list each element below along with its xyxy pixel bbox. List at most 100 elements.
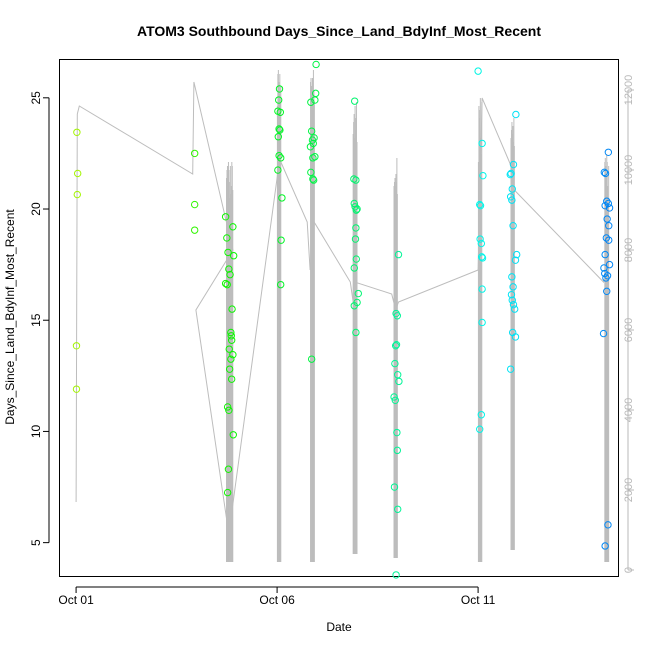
data-point <box>601 201 609 210</box>
data-point <box>226 270 234 279</box>
plot-frame <box>59 59 619 577</box>
data-point <box>511 333 520 341</box>
data-point <box>224 248 232 257</box>
data-point <box>275 125 283 133</box>
data-point <box>605 221 613 230</box>
data-point <box>227 328 235 337</box>
data-point <box>354 289 362 298</box>
data-point <box>277 154 285 162</box>
data-point <box>474 67 482 75</box>
data-point <box>227 375 236 383</box>
data-point <box>508 273 516 281</box>
data-point <box>275 151 283 160</box>
data-point <box>476 200 484 209</box>
y2-tick-label: 4000 <box>623 398 635 422</box>
data-point <box>274 166 282 174</box>
data-point <box>391 342 400 350</box>
data-point <box>506 170 514 179</box>
data-point <box>392 571 400 579</box>
data-point <box>511 256 520 264</box>
data-point <box>605 260 614 269</box>
data-point <box>307 98 315 106</box>
data-point <box>476 425 484 433</box>
data-point <box>351 203 359 211</box>
data-point <box>190 149 199 158</box>
data-point <box>509 221 517 230</box>
data-point <box>312 60 320 69</box>
data-point <box>352 176 360 184</box>
data-point <box>600 168 609 177</box>
data-point <box>478 139 486 148</box>
data-point <box>274 133 282 141</box>
data-point <box>395 377 403 386</box>
data-point <box>601 250 609 259</box>
x-tick-label: Oct 06 <box>259 593 295 607</box>
data-point <box>507 169 515 178</box>
data-point <box>604 148 613 157</box>
data-point <box>509 160 518 169</box>
data-point <box>223 280 231 289</box>
data-point <box>392 340 401 349</box>
data-point <box>350 97 359 105</box>
data-point <box>308 136 317 144</box>
data-point <box>221 279 230 288</box>
data-point <box>229 431 237 439</box>
y2-tick-label: 6000 <box>623 318 635 342</box>
point-series <box>72 60 614 579</box>
data-point <box>278 194 286 202</box>
data-point <box>394 250 403 259</box>
data-point <box>603 197 611 205</box>
data-point <box>603 272 612 280</box>
y-axis-label: Days_Since_Land_BdyInf_Most_Recent <box>3 209 17 425</box>
data-point <box>603 287 611 296</box>
data-point <box>227 355 235 363</box>
data-point <box>605 236 613 244</box>
data-point <box>390 393 398 401</box>
data-point <box>277 280 285 289</box>
data-point <box>390 483 399 491</box>
trace-series <box>75 70 610 562</box>
data-point <box>478 254 487 262</box>
data-point <box>509 300 518 309</box>
data-point <box>223 403 232 411</box>
data-point <box>225 345 233 353</box>
data-point <box>604 521 612 529</box>
data-point <box>508 196 516 204</box>
data-point <box>477 411 486 419</box>
trace-line <box>75 81 608 535</box>
data-point <box>350 302 358 310</box>
data-point <box>225 365 234 373</box>
data-point <box>73 190 81 199</box>
data-point <box>310 134 318 142</box>
data-point <box>508 296 516 304</box>
data-point <box>229 223 237 231</box>
data-point <box>309 176 318 184</box>
data-point <box>478 318 486 327</box>
data-point <box>393 446 401 455</box>
data-point <box>601 542 609 550</box>
data-point <box>478 253 486 261</box>
y-tick-label: 25 <box>29 91 43 105</box>
y2-tick-label: 10000 <box>623 155 635 186</box>
data-point <box>507 290 516 299</box>
data-point <box>512 250 521 259</box>
data-point <box>476 201 485 210</box>
y-axis: 5 10 15 20 25 <box>29 91 50 546</box>
data-point <box>393 312 401 320</box>
x-tick-label: Oct 11 <box>461 593 496 607</box>
data-point <box>512 110 520 119</box>
y-tick-label: 5 <box>29 539 43 546</box>
data-point <box>350 264 358 272</box>
data-point <box>510 305 519 313</box>
data-point <box>351 235 360 243</box>
y2-tick-label: 2000 <box>623 478 635 502</box>
y2-tick-label: 8000 <box>623 238 635 262</box>
data-point <box>352 206 360 214</box>
data-point <box>506 365 515 373</box>
data-point <box>190 226 199 234</box>
data-point <box>276 126 284 134</box>
data-point <box>225 265 233 273</box>
data-point <box>352 224 360 232</box>
y-tick-label: 15 <box>29 313 43 327</box>
